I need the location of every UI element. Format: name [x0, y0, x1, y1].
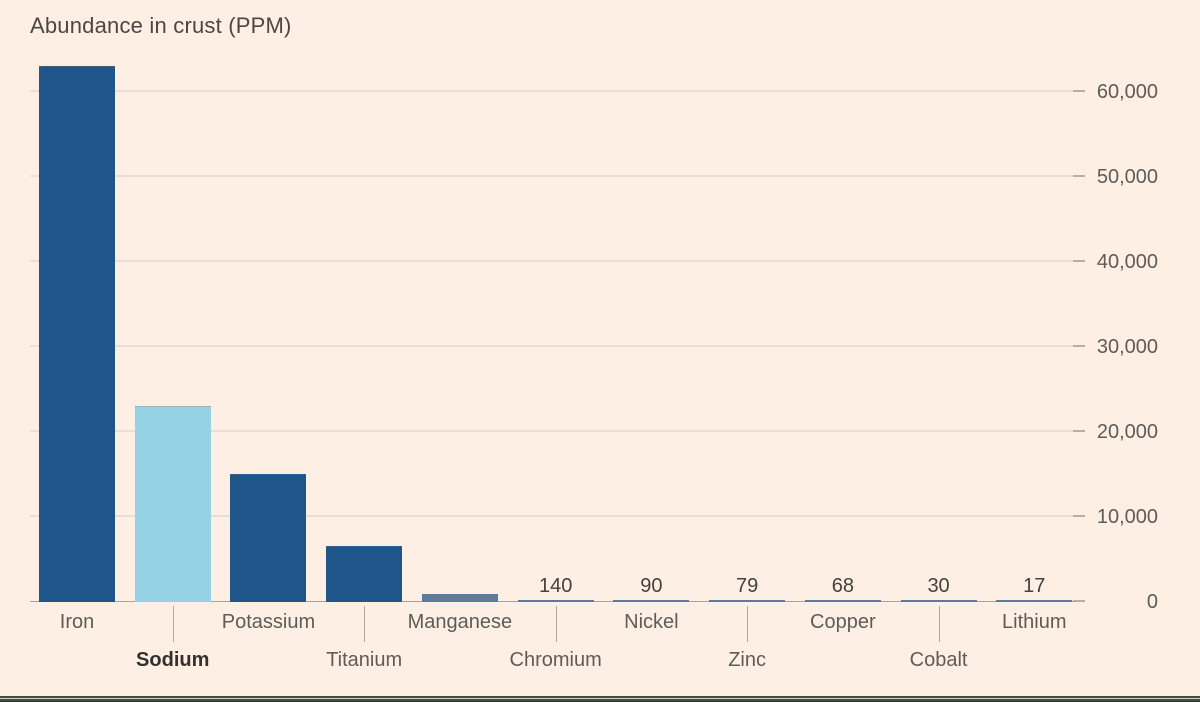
- bar-nickel: [613, 600, 690, 602]
- bar-potassium: [230, 473, 307, 602]
- gridline-10000: [30, 515, 1073, 517]
- y-axis-label: 50,000: [1096, 166, 1158, 188]
- category-label-potassium: Potassium: [221, 611, 316, 633]
- y-axis-label: 10,000: [1096, 506, 1158, 528]
- category-leader-tick: [555, 606, 557, 642]
- category-label-chromium: Chromium: [509, 649, 602, 671]
- category-label-sodium: Sodium: [136, 649, 210, 671]
- gridline-50000: [30, 175, 1073, 177]
- category-label-copper: Copper: [810, 611, 876, 633]
- gridline-60000: [30, 90, 1073, 92]
- y-axis-label: 30,000: [1096, 336, 1158, 358]
- y-axis-label: 40,000: [1096, 251, 1158, 273]
- value-label-copper: 68: [831, 575, 854, 597]
- y-axis-label: 20,000: [1096, 421, 1158, 443]
- category-label-nickel: Nickel: [624, 611, 679, 633]
- category-label-titanium: Titanium: [326, 649, 403, 671]
- y-axis-tick: [1073, 600, 1085, 602]
- value-label-zinc: 79: [735, 575, 759, 597]
- category-label-lithium: Lithium: [1002, 611, 1067, 633]
- bar-cobalt: [900, 600, 977, 602]
- y-axis-tick: [1073, 175, 1085, 177]
- category-leader-tick: [172, 606, 174, 642]
- bar-chromium: [517, 600, 594, 602]
- category-label-iron: Iron: [59, 611, 95, 633]
- gridline-40000: [30, 260, 1073, 262]
- category-label-cobalt: Cobalt: [909, 649, 968, 671]
- category-leader-tick: [938, 606, 940, 642]
- y-axis-tick: [1073, 260, 1085, 262]
- value-label-chromium: 140: [538, 575, 573, 597]
- y-axis-label: 0: [1146, 591, 1158, 613]
- y-axis-tick: [1073, 90, 1085, 92]
- bar-sodium: [134, 405, 211, 602]
- bar-zinc: [709, 600, 786, 602]
- gridline-20000: [30, 430, 1073, 432]
- y-axis-tick: [1073, 515, 1085, 517]
- bar-titanium: [326, 545, 403, 602]
- value-label-nickel: 90: [640, 575, 663, 597]
- category-label-manganese: Manganese: [407, 611, 513, 633]
- value-label-lithium: 17: [1023, 575, 1046, 597]
- chart-title: Abundance in crust (PPM): [30, 13, 292, 38]
- category-leader-tick: [747, 606, 749, 642]
- gridline-30000: [30, 345, 1073, 347]
- category-leader-tick: [364, 606, 366, 642]
- bar-copper: [804, 600, 881, 602]
- value-label-cobalt: 30: [927, 575, 950, 597]
- bar-manganese: [421, 593, 498, 602]
- bar-iron: [39, 65, 115, 602]
- window-bottom-edge: [0, 696, 1200, 702]
- y-axis-label: 60,000: [1096, 81, 1158, 103]
- category-label-zinc: Zinc: [728, 649, 766, 671]
- y-axis-tick: [1073, 345, 1085, 347]
- y-axis-tick: [1073, 430, 1085, 432]
- bar-lithium: [996, 600, 1073, 602]
